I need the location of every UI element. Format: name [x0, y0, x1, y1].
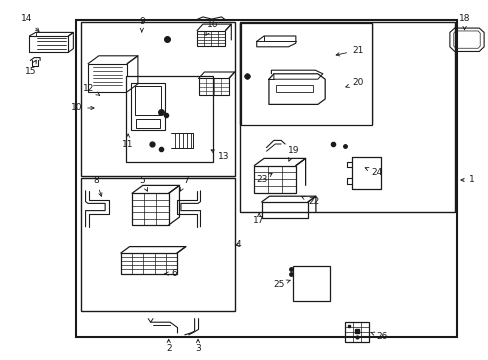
Bar	[121, 253, 177, 274]
Text: 16: 16	[205, 20, 218, 35]
Text: 8: 8	[93, 176, 102, 196]
Bar	[239, 22, 454, 212]
Text: 9: 9	[139, 17, 144, 32]
Bar	[81, 178, 234, 311]
Text: 7: 7	[180, 176, 188, 191]
Text: 11: 11	[122, 134, 134, 149]
Text: 5: 5	[139, 176, 147, 191]
Text: 23: 23	[256, 173, 271, 184]
Bar	[240, 23, 371, 125]
Bar	[293, 266, 329, 301]
Text: 4: 4	[235, 240, 241, 249]
Bar	[76, 20, 456, 337]
Text: 21: 21	[335, 46, 363, 56]
Bar	[239, 23, 371, 124]
Bar	[88, 64, 127, 92]
Text: 12: 12	[83, 84, 100, 95]
Text: 20: 20	[345, 78, 363, 87]
Text: 2: 2	[165, 339, 171, 353]
Text: 22: 22	[301, 196, 319, 206]
Bar	[344, 322, 368, 342]
Bar	[198, 78, 228, 95]
Bar	[254, 166, 295, 193]
Text: 26: 26	[370, 332, 387, 341]
Text: 25: 25	[273, 280, 290, 289]
Text: 3: 3	[195, 339, 201, 353]
Bar	[276, 85, 312, 92]
Bar	[126, 76, 212, 162]
Text: 15: 15	[24, 60, 36, 76]
Text: 19: 19	[287, 146, 299, 161]
Bar	[132, 193, 168, 225]
Text: 1: 1	[460, 175, 474, 184]
Text: 10: 10	[70, 104, 94, 112]
Text: 18: 18	[458, 14, 469, 30]
Text: 13: 13	[211, 150, 229, 161]
Bar	[197, 31, 225, 46]
Bar	[81, 22, 234, 176]
Bar	[136, 119, 160, 128]
Bar	[261, 202, 307, 218]
Text: 24: 24	[365, 167, 382, 177]
Bar	[131, 83, 165, 130]
Text: 14: 14	[21, 14, 39, 32]
Bar	[135, 86, 161, 115]
Text: 17: 17	[253, 213, 264, 225]
Text: 6: 6	[164, 269, 177, 278]
